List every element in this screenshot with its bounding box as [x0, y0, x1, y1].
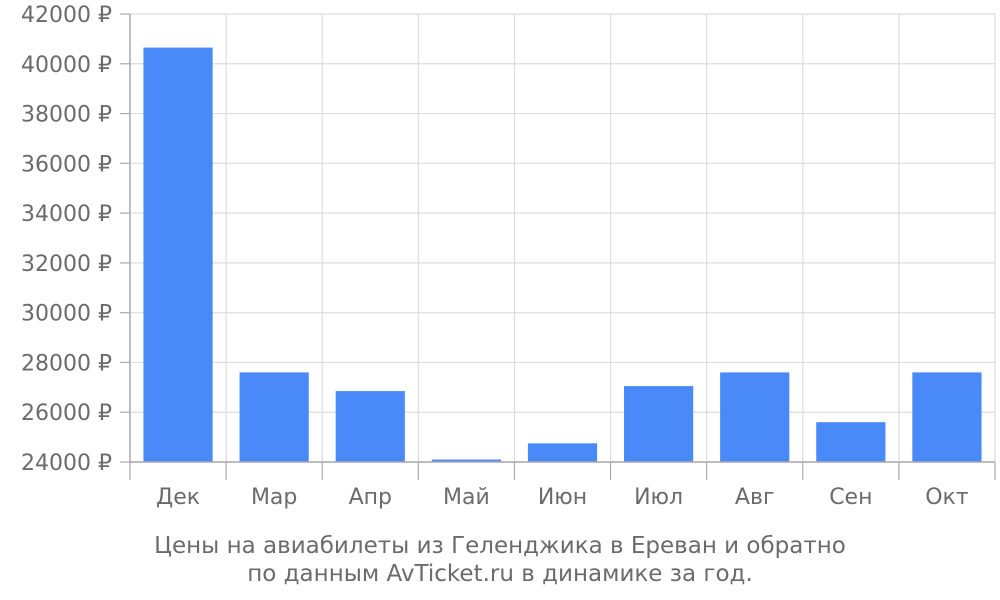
x-tick-label: Мар [251, 485, 297, 510]
bar-3 [335, 391, 405, 462]
bar-4 [431, 459, 501, 462]
y-tick-label: 26000 ₽ [21, 401, 112, 426]
x-tick-label: Авг [735, 485, 775, 510]
bars [143, 47, 982, 462]
y-tick-label: 34000 ₽ [21, 202, 112, 227]
bar-6 [624, 386, 694, 462]
x-axis-tick-labels: Дек Мар Апр Май Июн Июл Авг Сен Окт [156, 485, 969, 510]
x-tick-label: Май [443, 485, 490, 510]
axes [120, 13, 996, 480]
bar-8 [816, 422, 886, 462]
y-tick-label: 36000 ₽ [21, 152, 112, 177]
y-tick-label: 30000 ₽ [21, 302, 112, 327]
x-tick-label: Июл [634, 485, 683, 510]
bar-7 [720, 372, 790, 462]
y-tick-label: 40000 ₽ [21, 53, 112, 78]
y-tick-label: 42000 ₽ [21, 3, 112, 28]
bar-2 [239, 372, 309, 462]
bar-1 [143, 47, 213, 462]
x-tick-label: Июн [538, 485, 587, 510]
chart-caption: Цены на авиабилеты из Геленджика в Ерева… [0, 532, 1000, 588]
y-tick-label: 38000 ₽ [21, 103, 112, 128]
x-tick-label: Сен [829, 485, 872, 510]
bar-5 [527, 443, 598, 462]
y-axis-tick-labels: 24000 ₽ 26000 ₽ 28000 ₽ 30000 ₽ 32000 ₽ 34000… [21, 3, 112, 476]
x-tick-label: Окт [925, 485, 969, 510]
bar-9 [912, 372, 982, 462]
x-tick-label: Апр [349, 485, 392, 510]
caption-line-1: Цены на авиабилеты из Геленджика в Ерева… [154, 533, 846, 559]
bar-chart: 24000 ₽ 26000 ₽ 28000 ₽ 30000 ₽ 32000 ₽ 34000… [21, 3, 996, 510]
y-tick-label: 32000 ₽ [21, 252, 112, 277]
y-tick-label: 28000 ₽ [21, 351, 112, 376]
caption-line-2: по данным AvTicket.ru в динамике за год. [247, 561, 753, 587]
y-tick-label: 24000 ₽ [21, 451, 112, 476]
x-tick-label: Дек [156, 485, 200, 510]
